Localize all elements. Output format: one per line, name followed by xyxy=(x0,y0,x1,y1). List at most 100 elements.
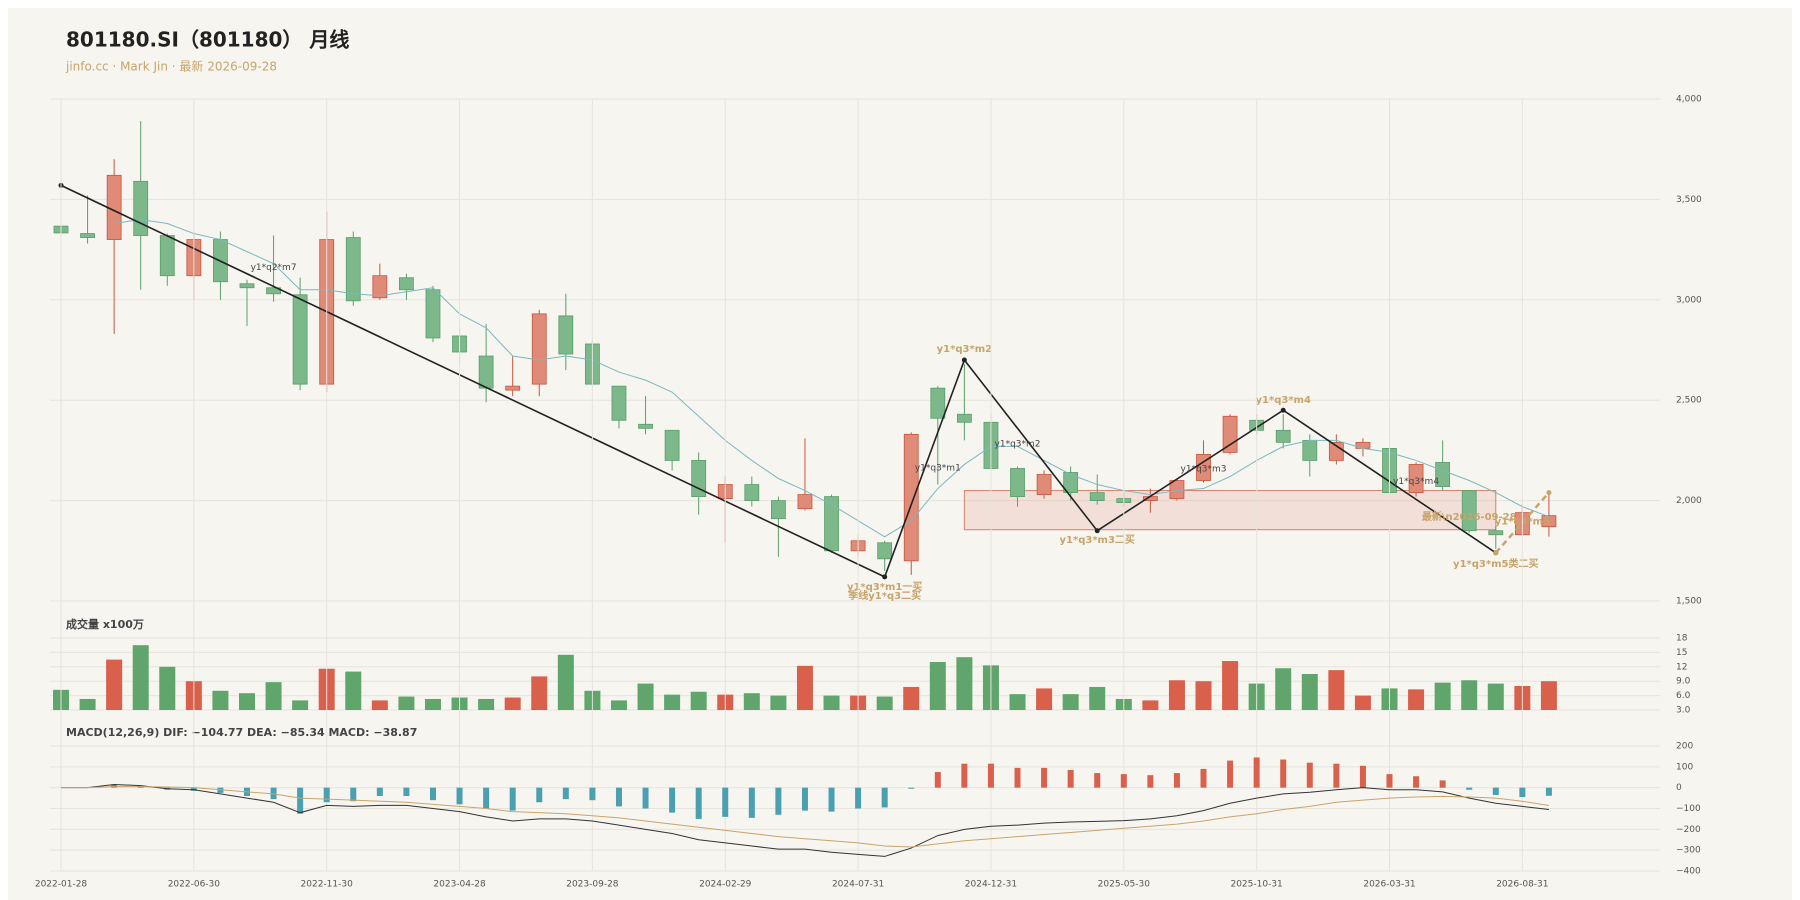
y-tick-label: 2,500 xyxy=(1676,396,1702,406)
y-tick-label: 15 xyxy=(1676,648,1687,658)
volume-bar xyxy=(531,676,548,710)
x-tick-label: 2025-05-30 xyxy=(1098,880,1151,890)
y-tick-label: 9.0 xyxy=(1676,677,1691,687)
candle-body xyxy=(80,233,95,238)
macd-bar xyxy=(828,787,835,812)
annotation: y1*q3*m2 xyxy=(937,344,992,355)
volume-bar xyxy=(690,691,707,710)
macd-bar xyxy=(1359,765,1366,788)
macd-bar xyxy=(217,787,224,793)
macd-bar xyxy=(429,787,436,801)
x-tick-label: 2026-03-31 xyxy=(1363,880,1415,890)
x-tick-label: 2026-08-31 xyxy=(1496,880,1548,890)
volume-bar xyxy=(664,694,681,710)
x-tick-label: 2022-11-30 xyxy=(301,880,354,890)
candle-body xyxy=(1435,462,1451,487)
volume-bar xyxy=(1195,681,1212,710)
macd-bar xyxy=(1492,787,1499,795)
candle-body xyxy=(903,433,919,562)
macd-bar xyxy=(536,787,543,803)
y-tick-label: 6.0 xyxy=(1676,691,1691,701)
pivot-line-dot xyxy=(1280,407,1286,413)
pivot-line-dot xyxy=(1094,528,1100,534)
candle-body xyxy=(664,429,680,461)
candle-body xyxy=(956,413,972,423)
candle-body xyxy=(1196,454,1211,481)
y-tick-label: 18 xyxy=(1676,634,1688,644)
x-tick-label: 2023-04-28 xyxy=(433,880,486,890)
y-tick-label: 2,000 xyxy=(1676,496,1702,506)
candle-body xyxy=(1488,530,1504,536)
volume-bar xyxy=(345,671,362,710)
y-tick-label: 4,000 xyxy=(1676,95,1702,105)
macd-bar xyxy=(1041,767,1048,788)
background xyxy=(8,8,1792,900)
chart-title: 801180.SI（801180） 月线 xyxy=(66,28,349,52)
pivot-line-dot xyxy=(961,357,967,363)
volume-bar xyxy=(1301,674,1318,710)
x-tick-label: 2024-02-29 xyxy=(699,880,752,890)
volume-bar xyxy=(292,700,309,710)
candle-body xyxy=(1302,439,1318,461)
candle-body xyxy=(1461,490,1477,532)
volume-bar xyxy=(770,695,787,710)
candle-body xyxy=(877,542,893,560)
x-tick-label: 2022-01-28 xyxy=(35,880,88,890)
candle-body xyxy=(1010,468,1025,497)
y-tick-label: 3,500 xyxy=(1676,195,1702,205)
volume-bar xyxy=(743,693,760,710)
macd-bar xyxy=(748,787,755,818)
candle-body xyxy=(1408,464,1424,493)
macd-bar xyxy=(987,763,994,788)
y-tick-label: 1,500 xyxy=(1676,597,1702,607)
macd-bar xyxy=(562,787,569,800)
volume-bar xyxy=(1009,694,1026,710)
macd-bar xyxy=(1413,776,1420,788)
macd-bar xyxy=(669,787,676,813)
volume-bar xyxy=(1089,686,1106,710)
annotation: y1*q3*m2 xyxy=(995,439,1041,449)
annotation: y1*q3*m3二买 xyxy=(1060,534,1135,546)
volume-bar xyxy=(79,698,96,710)
volume-bar xyxy=(238,693,255,710)
pivot-line-dot xyxy=(882,574,888,580)
y-tick-label: −300 xyxy=(1676,846,1701,856)
macd-bar xyxy=(722,787,729,817)
candle-body xyxy=(558,315,574,355)
macd-bar xyxy=(801,787,808,811)
candle-body xyxy=(345,237,361,302)
annotation: y1*q3*m5类二买 xyxy=(1453,557,1538,570)
candle-body xyxy=(1355,441,1371,449)
candle-body xyxy=(1089,492,1105,501)
macd-bar xyxy=(1280,759,1287,788)
annotation: y1*q3*m1 xyxy=(915,463,961,473)
y-tick-label: 3.0 xyxy=(1676,706,1691,716)
macd-bar xyxy=(961,763,968,788)
macd-bar xyxy=(1519,787,1526,798)
macd-bar xyxy=(1094,773,1101,788)
macd-bar xyxy=(615,787,622,807)
volume-bar xyxy=(796,665,813,710)
volume-bar xyxy=(929,662,946,710)
macd-bar xyxy=(1333,763,1340,788)
annotation: y1*q3*m3 xyxy=(1181,465,1227,475)
candle-body xyxy=(292,294,308,385)
macd-bar xyxy=(1067,769,1074,788)
volume-bar xyxy=(1434,682,1451,710)
macd-bar xyxy=(1253,757,1260,788)
volume-bar xyxy=(1062,694,1079,710)
macd-bar xyxy=(642,787,649,809)
candle-body xyxy=(744,484,760,502)
volume-bar xyxy=(1168,680,1185,710)
candle-body xyxy=(1063,472,1079,493)
y-tick-label: 3,000 xyxy=(1676,295,1702,305)
candle-body xyxy=(372,275,388,299)
y-tick-label: 100 xyxy=(1676,762,1693,772)
volume-title: 成交量 x100万 xyxy=(66,617,144,631)
candle-body xyxy=(425,289,441,339)
volume-bar xyxy=(1036,688,1053,710)
candle-body xyxy=(1036,474,1052,495)
volume-bar xyxy=(265,682,282,710)
annotation: 最新\n2026-09-28 xyxy=(1422,510,1517,523)
annotation: y1*q3*m1一买 xyxy=(847,581,922,593)
